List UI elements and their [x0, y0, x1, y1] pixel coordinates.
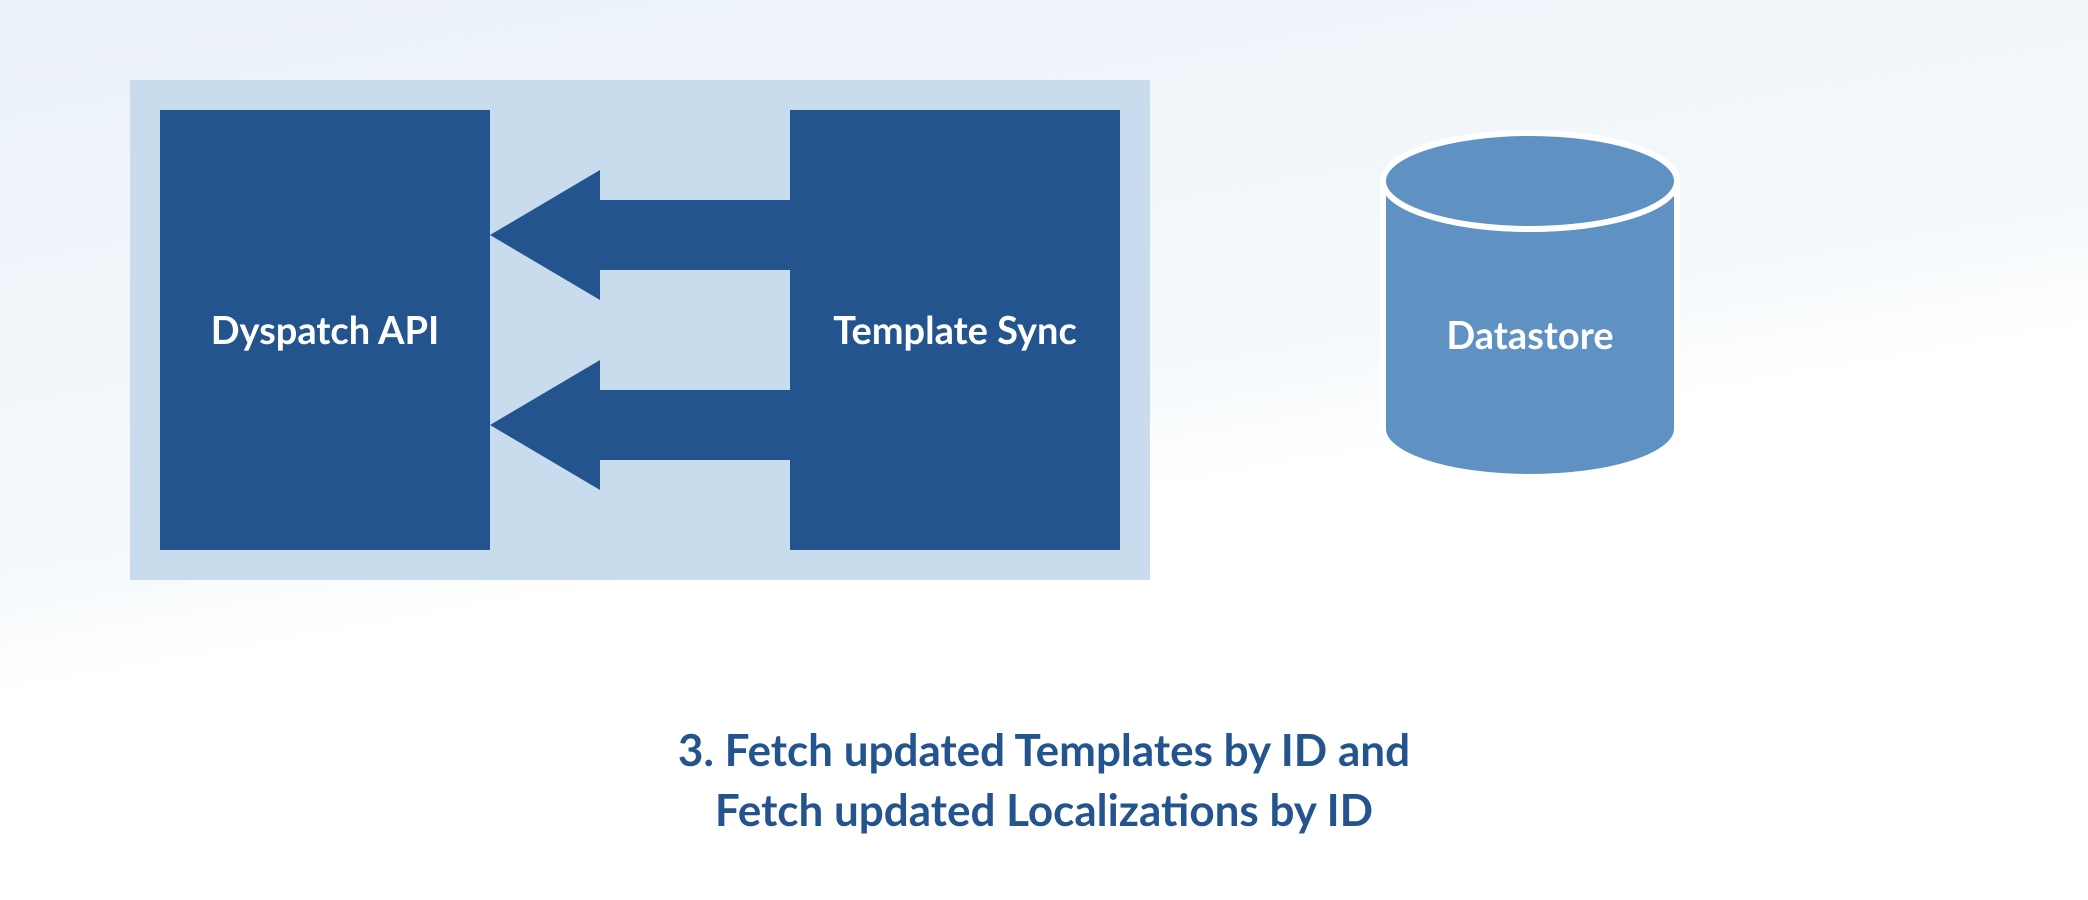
diagram-caption: 3. Fetch updated Templates by ID and Fet…: [0, 720, 2088, 840]
template-sync-box: Template Sync: [790, 110, 1120, 550]
arrow-left-bottom-icon: [490, 360, 790, 490]
arrow-left-top-icon: [490, 170, 790, 300]
diagram-canvas: Dyspatch API Template Sync Datastore 3. …: [0, 0, 2088, 900]
dyspatch-api-label: Dyspatch API: [211, 307, 440, 353]
datastore-label: Datastore: [1380, 312, 1680, 358]
dyspatch-api-box: Dyspatch API: [160, 110, 490, 550]
template-sync-label: Template Sync: [833, 307, 1077, 353]
caption-line-2: Fetch updated Localizations by ID: [0, 780, 2088, 840]
datastore-cylinder: Datastore: [1380, 130, 1680, 480]
caption-line-1: 3. Fetch updated Templates by ID and: [0, 720, 2088, 780]
